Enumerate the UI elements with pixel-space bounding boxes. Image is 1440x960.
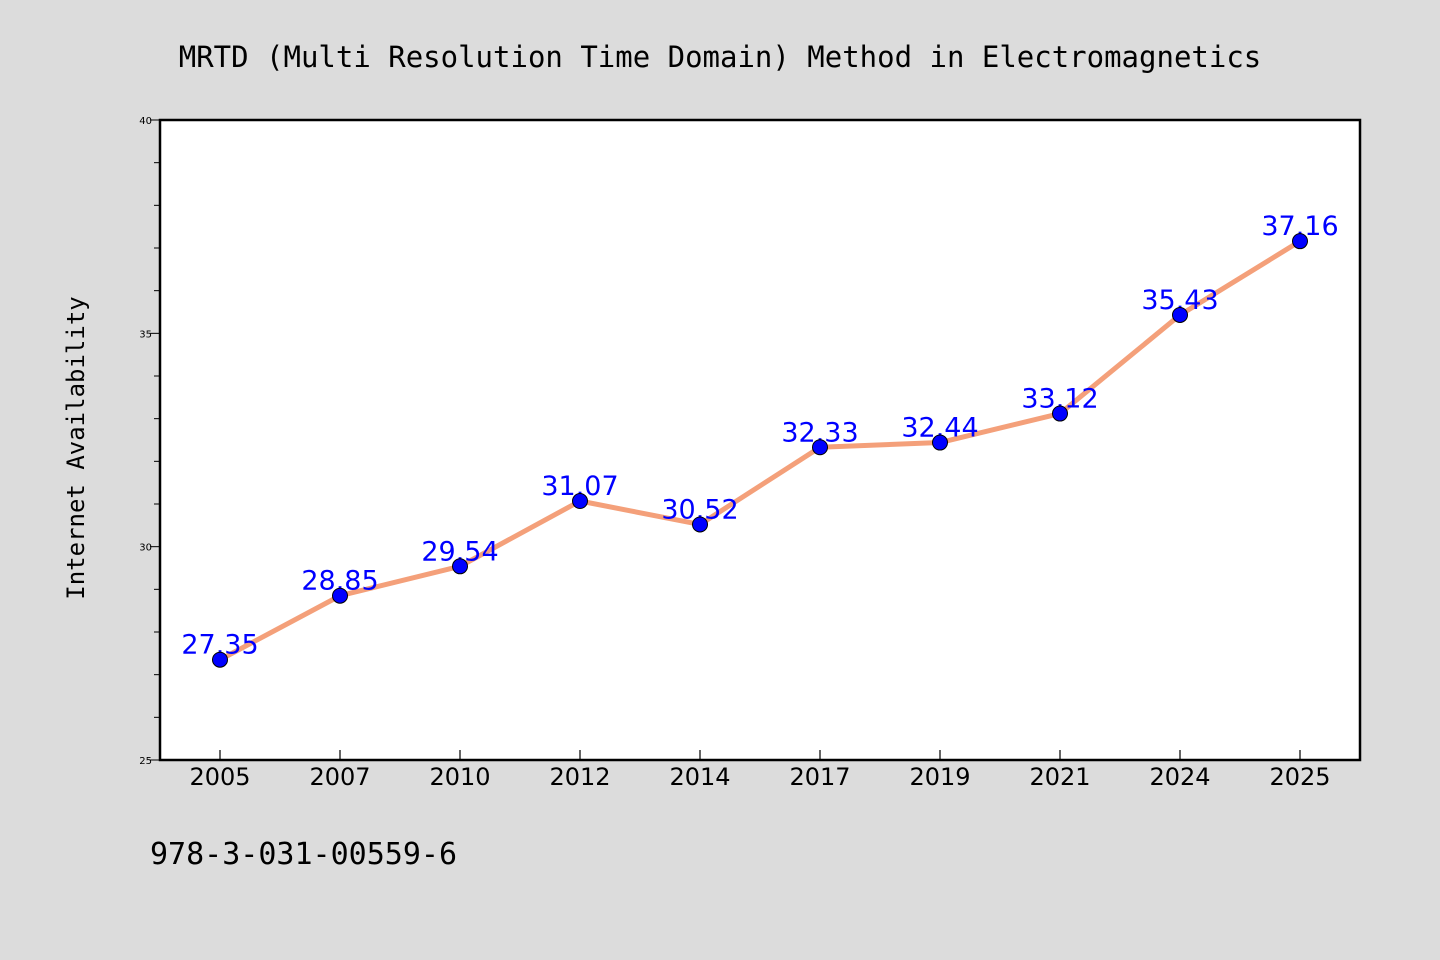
plot-area: [160, 120, 1360, 760]
x-tick-label: 2019: [909, 763, 970, 791]
plot-frame: [158, 118, 1362, 762]
footer-isbn: 978-3-031-00559-6: [150, 837, 457, 872]
data-point: [692, 516, 708, 533]
y-axis-label: Internet Availability: [62, 296, 90, 599]
x-tick-label: 2012: [549, 763, 610, 791]
x-tick-label: 2025: [1269, 763, 1330, 791]
data-point: [812, 439, 828, 456]
x-axis-ticks: 2005 2007 2010 2012 2014 2017 2019 2021 2024 2025: [189, 750, 1331, 791]
marker-layer: [212, 233, 1308, 668]
series-layer: [217, 238, 1303, 663]
y-tick-label: 25: [139, 756, 152, 767]
data-point: [212, 651, 228, 668]
y-tick-label: 35: [139, 329, 152, 340]
data-point: [1292, 233, 1308, 250]
x-tick-label: 2014: [669, 763, 730, 791]
y-tick-label: 30: [139, 543, 152, 554]
data-point: [452, 558, 468, 575]
data-point: [572, 493, 588, 510]
data-point: [1052, 405, 1068, 422]
x-tick-label: 2024: [1149, 763, 1210, 791]
data-point: [332, 587, 348, 604]
x-tick-label: 2010: [429, 763, 490, 791]
x-tick-label: 2005: [189, 763, 250, 791]
y-tick-label: 40: [139, 116, 152, 127]
x-tick-label: 2007: [309, 763, 370, 791]
x-tick-label: 2017: [789, 763, 850, 791]
x-tick-label: 2021: [1029, 763, 1090, 791]
data-point: [932, 434, 948, 451]
data-point: [1172, 306, 1188, 323]
chart-title: MRTD (Multi Resolution Time Domain) Meth…: [179, 40, 1262, 74]
series-line: [217, 238, 1303, 663]
